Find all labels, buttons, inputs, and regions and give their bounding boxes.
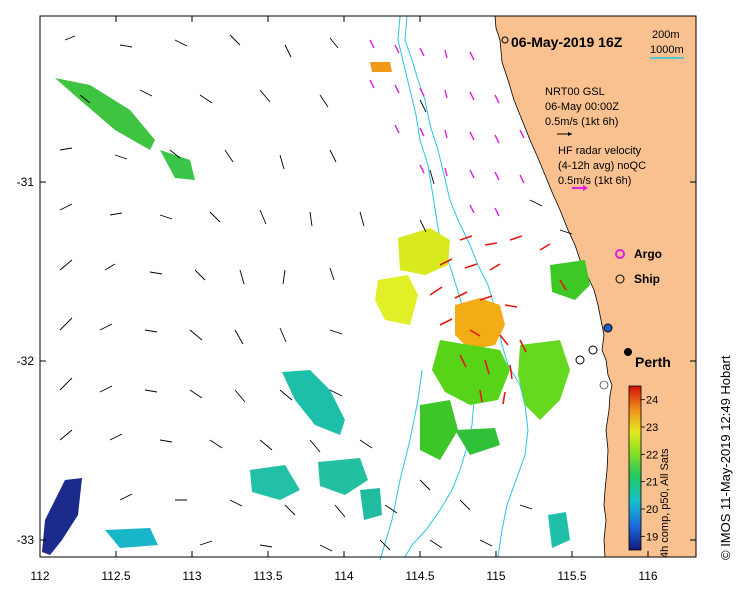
x-tick-112: 112 [30,569,49,583]
map-title: 06-May-2019 16Z [511,34,623,50]
colorbar-tick-23: 23 [646,422,658,434]
sst-teal-ridge [282,370,345,435]
colorbar-tick-19: 19 [646,531,658,543]
hf-radar-vectors [369,39,525,217]
y-axis [40,181,696,541]
x-tick-112-5: 112.5 [101,569,130,583]
sst-warm-patch [455,298,505,350]
credit-label: © IMOS 11-May-2019 12:49 Hobart [718,355,733,560]
perth-label: Perth [635,354,671,370]
perth-marker[interactable] [624,348,632,356]
sst-teal-patch-1 [250,465,300,500]
sst-green-south [420,400,458,460]
sst-green-south-2 [455,428,500,455]
y-tick-31: -31 [17,175,35,189]
colorbar-tick-24: 24 [646,395,658,407]
model-scale: 0.5m/s (1kt 6h) [545,116,618,128]
isobath-legend-1000m: 1000m [650,44,684,56]
colorbar-caption: 4h comp, p50, All Sats [659,448,671,558]
argo-legend-label: Argo [634,247,662,261]
radar-averaging: (4-12h avg) noQC [558,160,646,172]
sst-green-east [550,260,590,300]
isobath-ridge [379,369,423,561]
ship-legend-label: Ship [634,272,660,286]
sst-green-nw-2 [160,150,195,180]
plot-frame [39,15,697,558]
isobath-200m [404,15,529,558]
radar-scale-arrowhead [583,185,588,191]
x-tick-113: 113 [182,569,201,583]
colorbar-ticks: 24 23 22 21 20 19 [641,395,658,543]
sst-teal-patch-2 [318,458,368,495]
x-tick-115-5: 115.5 [557,569,586,583]
colorbar-tick-22: 22 [646,449,658,461]
land-mass [494,15,697,558]
sst-green-coastal [518,340,570,420]
sst-cyan-sw [105,528,158,548]
model-date: 06-May 00:00Z [545,101,619,113]
x-tick-115: 115 [486,569,505,583]
sst-green-core [432,340,510,405]
model-current-vectors [59,34,573,552]
y-tick-32: -32 [17,354,35,368]
sst-blue-sw [42,478,82,555]
sst-field [42,62,590,555]
radar-label: HF radar velocity [558,145,642,157]
x-axis [39,16,649,557]
red-current-vectors [429,235,567,405]
radar-scale: 0.5m/s (1kt 6h) [558,175,631,187]
sst-orange-north [370,62,392,72]
sst-teal-patch-3 [360,488,382,520]
colorbar [628,385,642,551]
sst-teal-south [548,512,570,548]
ship-marker-north[interactable] [501,36,509,44]
ship-marker-2[interactable] [588,345,598,355]
x-tick-113-5: 113.5 [253,569,282,583]
model-scale-arrowhead [568,132,572,136]
x-tick-114: 114 [334,569,353,583]
y-tick-33: -33 [17,533,35,547]
isobath-legend-200m: 200m [652,29,680,41]
sst-yellow-patch-north [398,228,450,275]
ship-legend-icon [615,274,625,284]
x-tick-116: 116 [638,569,657,583]
colorbar-tick-21: 21 [646,477,658,489]
argo-legend-icon [615,249,625,259]
model-name: NRT00 GSL [545,86,605,98]
x-tick-114-5: 114.5 [405,569,434,583]
rottnest-island [599,380,609,390]
sst-green-nw [55,78,155,150]
ship-marker-3[interactable] [575,355,585,365]
sst-yellow-patch-west [375,275,418,325]
ship-marker-1[interactable] [603,323,613,333]
colorbar-tick-20: 20 [646,504,658,516]
